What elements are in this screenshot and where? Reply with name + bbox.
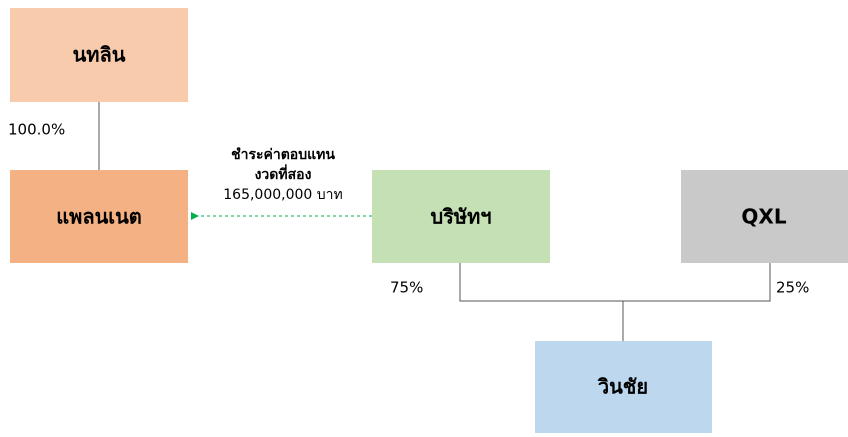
annotation-line: งวดที่สอง (255, 164, 312, 183)
connector (459, 263, 771, 302)
edge-label: 25% (776, 279, 809, 297)
node-label: บริษัทฯ (430, 205, 491, 229)
edge-label: 100.0% (8, 121, 65, 139)
node-box (372, 170, 550, 263)
edge-label: 75% (390, 279, 423, 297)
annotation-line: 165,000,000 บาท (223, 187, 343, 203)
node-box (535, 341, 712, 433)
annotation-line: ชำระค่าตอบแทน (231, 147, 335, 163)
node-label: วินชัย (597, 375, 648, 399)
node-label: นทลิน (73, 43, 126, 67)
node-label: QXL (741, 205, 786, 229)
node-box (681, 170, 848, 263)
node-box (10, 170, 188, 263)
node-label: แพลนเนต (56, 205, 142, 229)
node-box (10, 8, 188, 102)
